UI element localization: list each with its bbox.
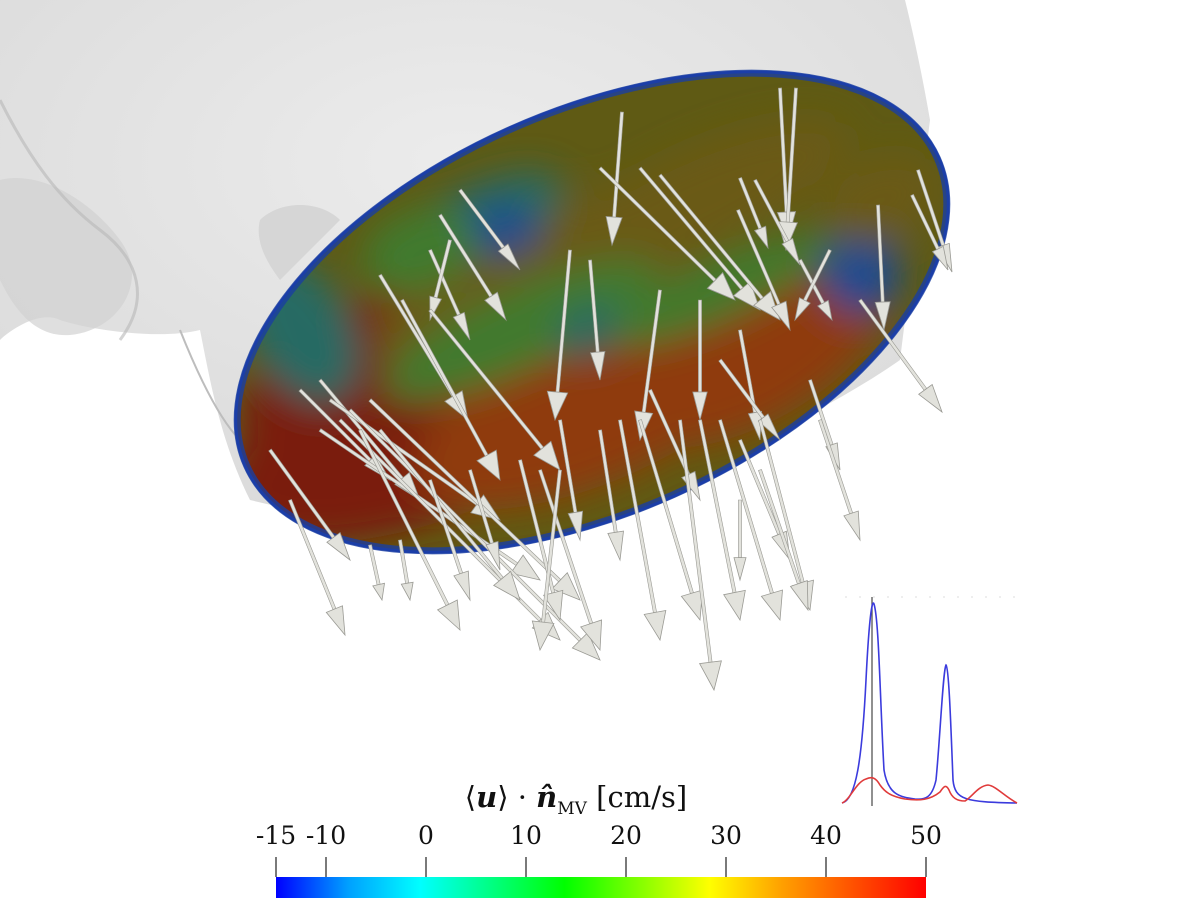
velocity-arrow [428, 308, 561, 471]
velocity-arrow [358, 428, 461, 631]
velocity-arrow [910, 193, 949, 271]
velocity-arrow [794, 248, 832, 322]
velocity-arrow [378, 428, 521, 601]
velocity-arrow [398, 539, 414, 602]
colorbar-tick-label: -10 [305, 821, 347, 850]
velocity-arrow [692, 299, 708, 421]
velocity-arrow [588, 259, 606, 381]
velocity-arrow [288, 499, 346, 637]
velocity-arrow [428, 479, 471, 602]
velocity-arrow [718, 358, 781, 441]
velocity-arrow [458, 188, 521, 271]
colorbar-tick-label: 20 [610, 821, 642, 850]
velocity-arrow [698, 419, 746, 622]
velocity-arrow [678, 419, 722, 692]
velocity-arrow [468, 469, 501, 571]
velocity-arrow-field [268, 87, 953, 692]
velocity-arrow [718, 419, 783, 622]
colorbar-tick-label: 50 [910, 821, 942, 850]
velocity-arrow [368, 398, 581, 601]
velocity-arrow [268, 448, 351, 562]
colorbar-tick-label: 30 [710, 821, 742, 850]
velocity-arrow [818, 419, 861, 542]
velocity-arrow [538, 469, 603, 652]
velocity-field-disk [220, 69, 951, 555]
velocity-arrow [798, 258, 833, 322]
velocity-arrow [634, 289, 662, 442]
inset-series-blue [841, 602, 1018, 804]
colorbar-tick-label: -15 [255, 821, 297, 850]
velocity-arrow [598, 429, 624, 562]
velocity-arrow [546, 249, 572, 422]
inset-time-plot [841, 596, 1020, 806]
colorbar-tick-label: 10 [510, 821, 542, 850]
velocity-arrow [733, 499, 747, 582]
velocity-arrow [638, 419, 703, 622]
velocity-arrow [736, 209, 791, 332]
velocity-arrow [531, 469, 562, 652]
velocity-arrow [428, 249, 471, 341]
colorbar [275, 857, 927, 898]
colorbar-gradient [276, 877, 926, 898]
velocity-arrow [638, 166, 761, 311]
velocity-arrow [368, 544, 385, 602]
colorbar-tick-label: 0 [418, 821, 434, 850]
velocity-arrow [518, 459, 564, 622]
velocity-arrow [438, 213, 507, 322]
velocity-arrow [400, 298, 501, 481]
inset-series-red [841, 776, 1018, 804]
velocity-arrow [758, 469, 809, 612]
velocity-arrow [753, 178, 801, 266]
velocity-arrow [348, 408, 601, 661]
velocity-arrow [618, 419, 667, 642]
velocity-arrow [598, 166, 736, 301]
velocity-arrow [738, 177, 769, 250]
colorbar-title: ⟨u⟩ · n̂MV [cm/s] [464, 780, 688, 819]
velocity-arrow [858, 298, 943, 414]
velocity-arrow [874, 204, 891, 332]
velocity-arrow [558, 419, 584, 542]
colorbar-tick-label: 40 [810, 821, 842, 850]
